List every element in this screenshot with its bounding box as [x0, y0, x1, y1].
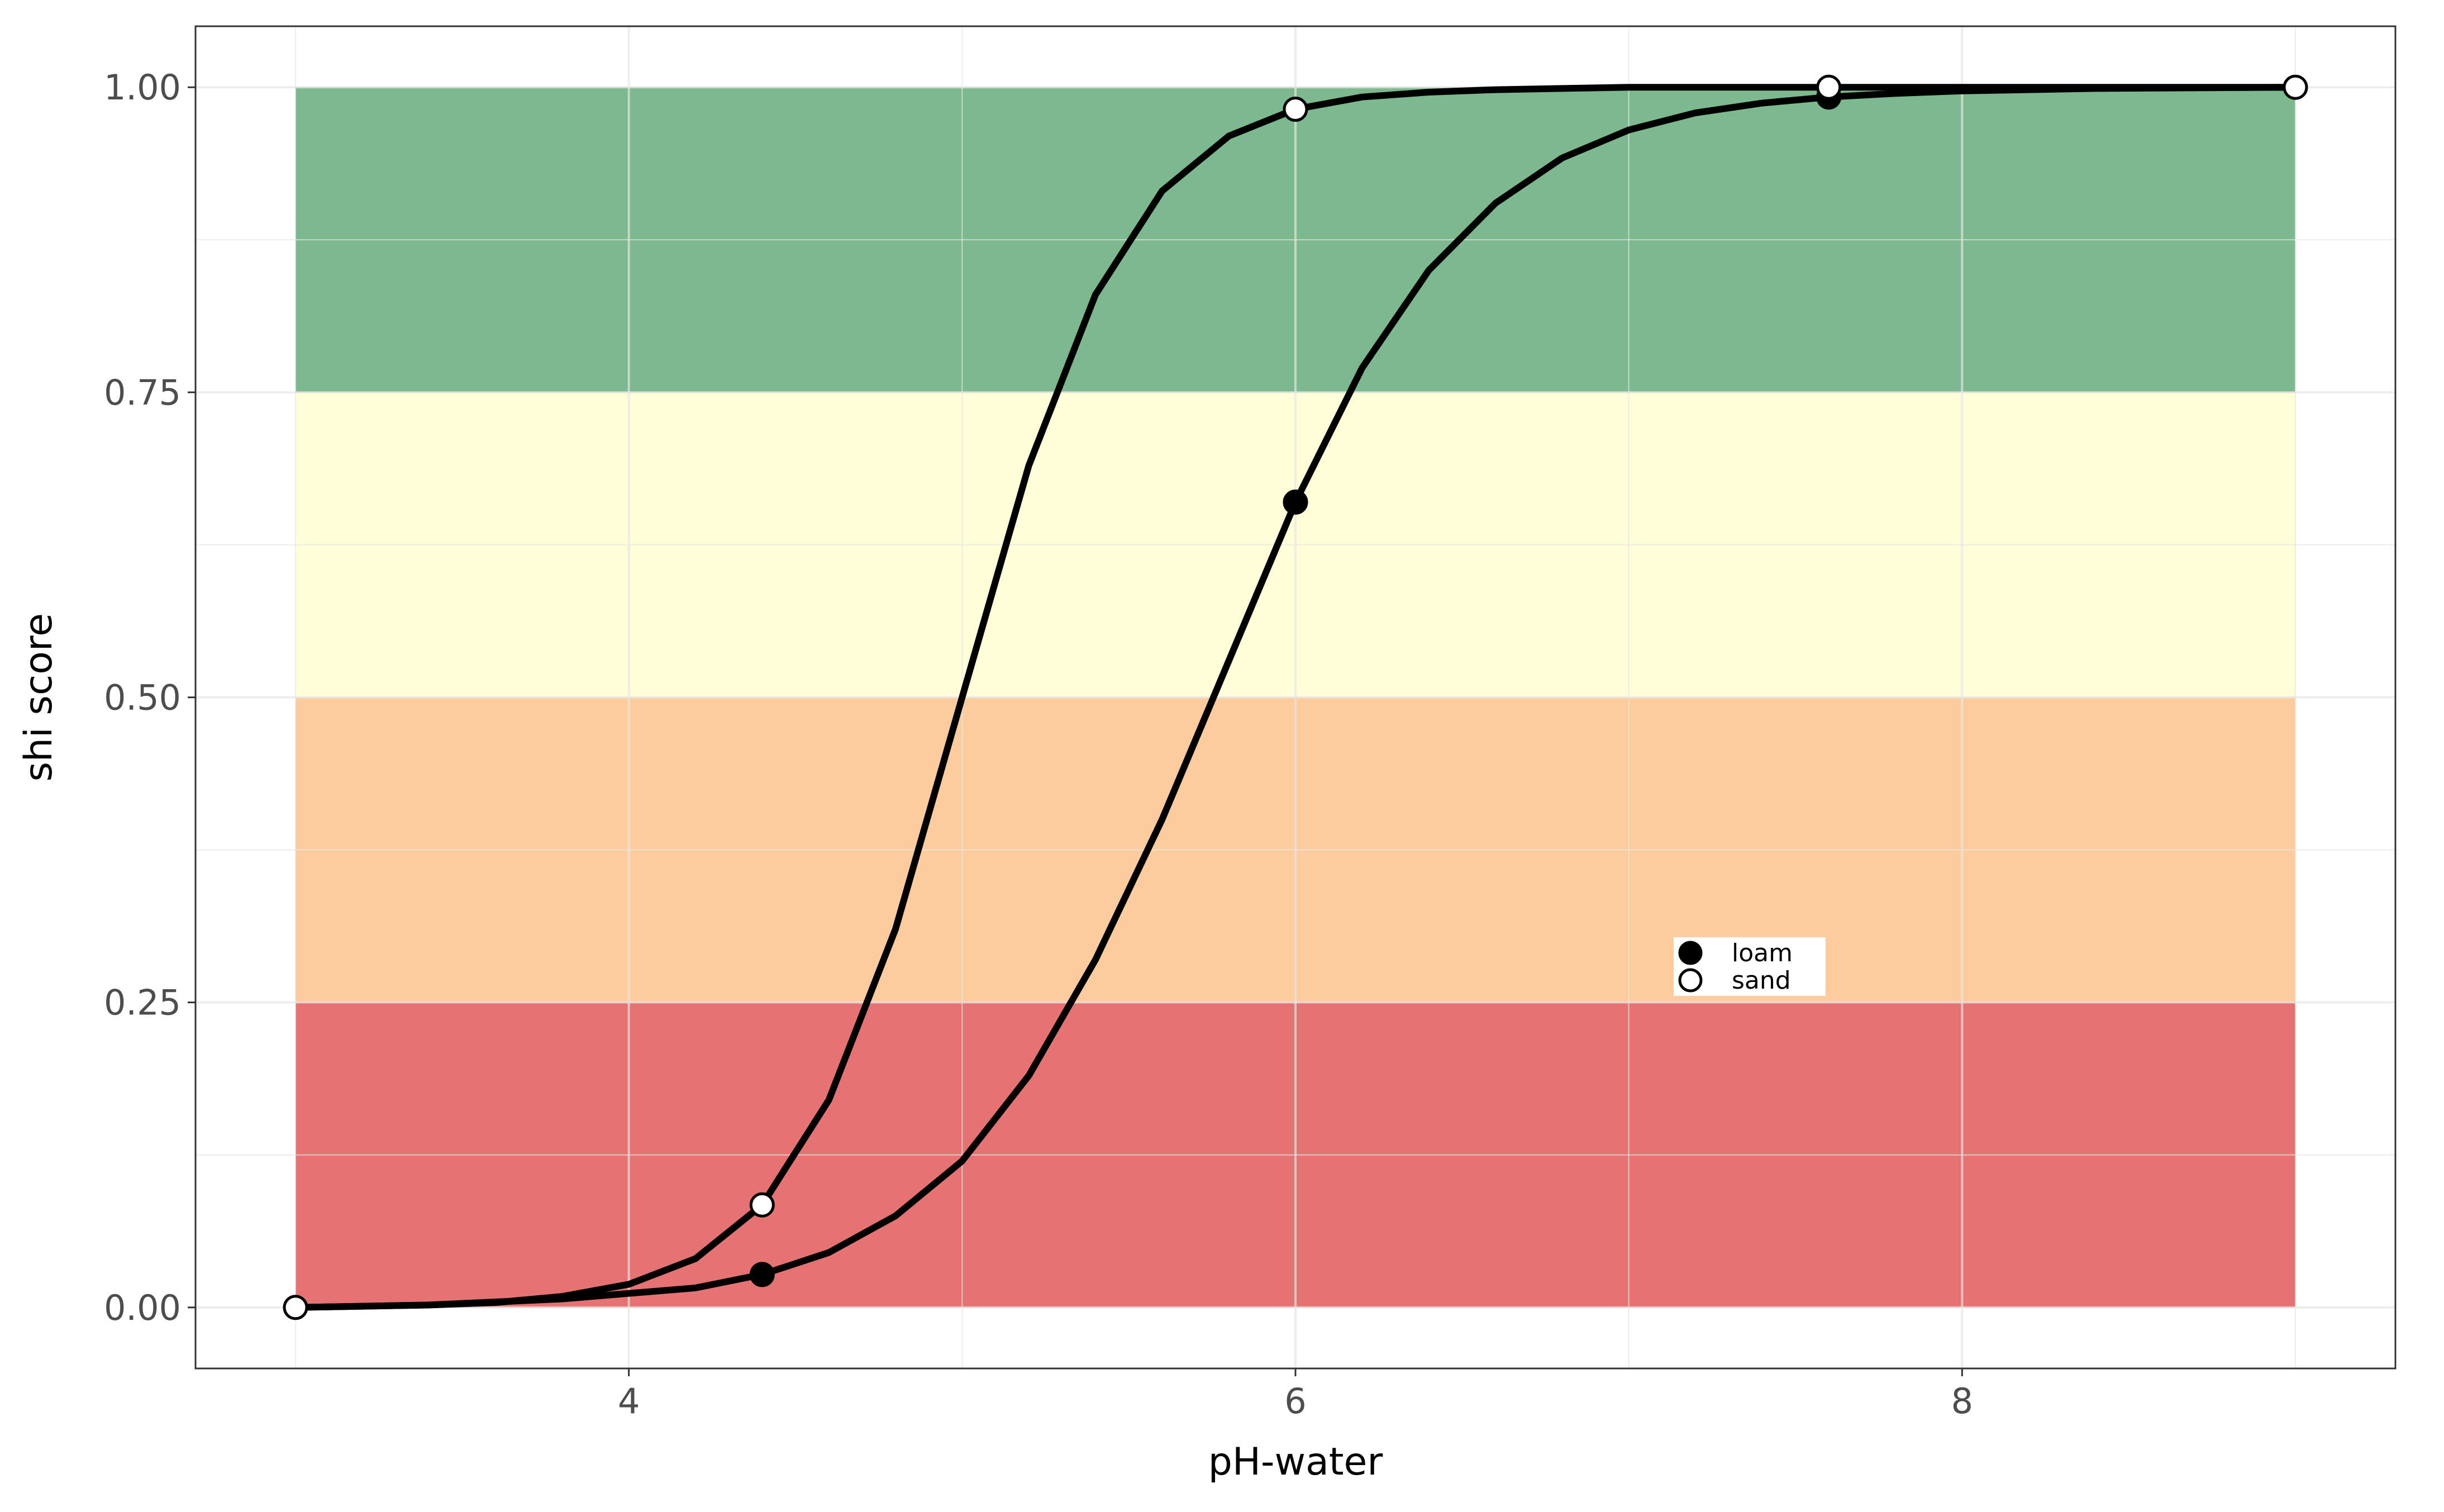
y-tick-label: 0.50	[104, 678, 181, 718]
data-point-sand	[1816, 74, 1842, 100]
y-axis-title: shi score	[17, 613, 61, 782]
data-point-sand	[749, 1192, 775, 1218]
data-point-sand	[1283, 97, 1308, 122]
gridlines	[196, 26, 2395, 1368]
axes: 4 6 8 0.00 0.25 0.50 0.75 1.00	[104, 67, 1973, 1422]
data-point-sand	[2283, 74, 2308, 100]
y-tick-label: 0.25	[104, 982, 181, 1023]
y-tick-label: 0.00	[104, 1287, 181, 1328]
legend-key-loam	[1678, 941, 1703, 965]
legend-key-sand	[1678, 968, 1703, 993]
data-point-loam	[1283, 489, 1308, 515]
x-tick-label: 4	[618, 1381, 640, 1422]
data-point-sand	[283, 1295, 308, 1320]
y-tick-label: 1.00	[104, 67, 181, 108]
x-tick-label: 6	[1284, 1381, 1306, 1422]
legend-label-sand: sand	[1732, 966, 1791, 995]
y-tick-label: 0.75	[104, 372, 181, 413]
x-axis-title: pH-water	[1208, 1440, 1383, 1484]
legend-label-loam: loam	[1732, 939, 1793, 967]
data-point-loam	[749, 1262, 775, 1287]
series-line-sand	[292, 84, 2299, 1311]
x-tick-label: 8	[1951, 1381, 1973, 1422]
series-points	[283, 74, 2308, 1320]
